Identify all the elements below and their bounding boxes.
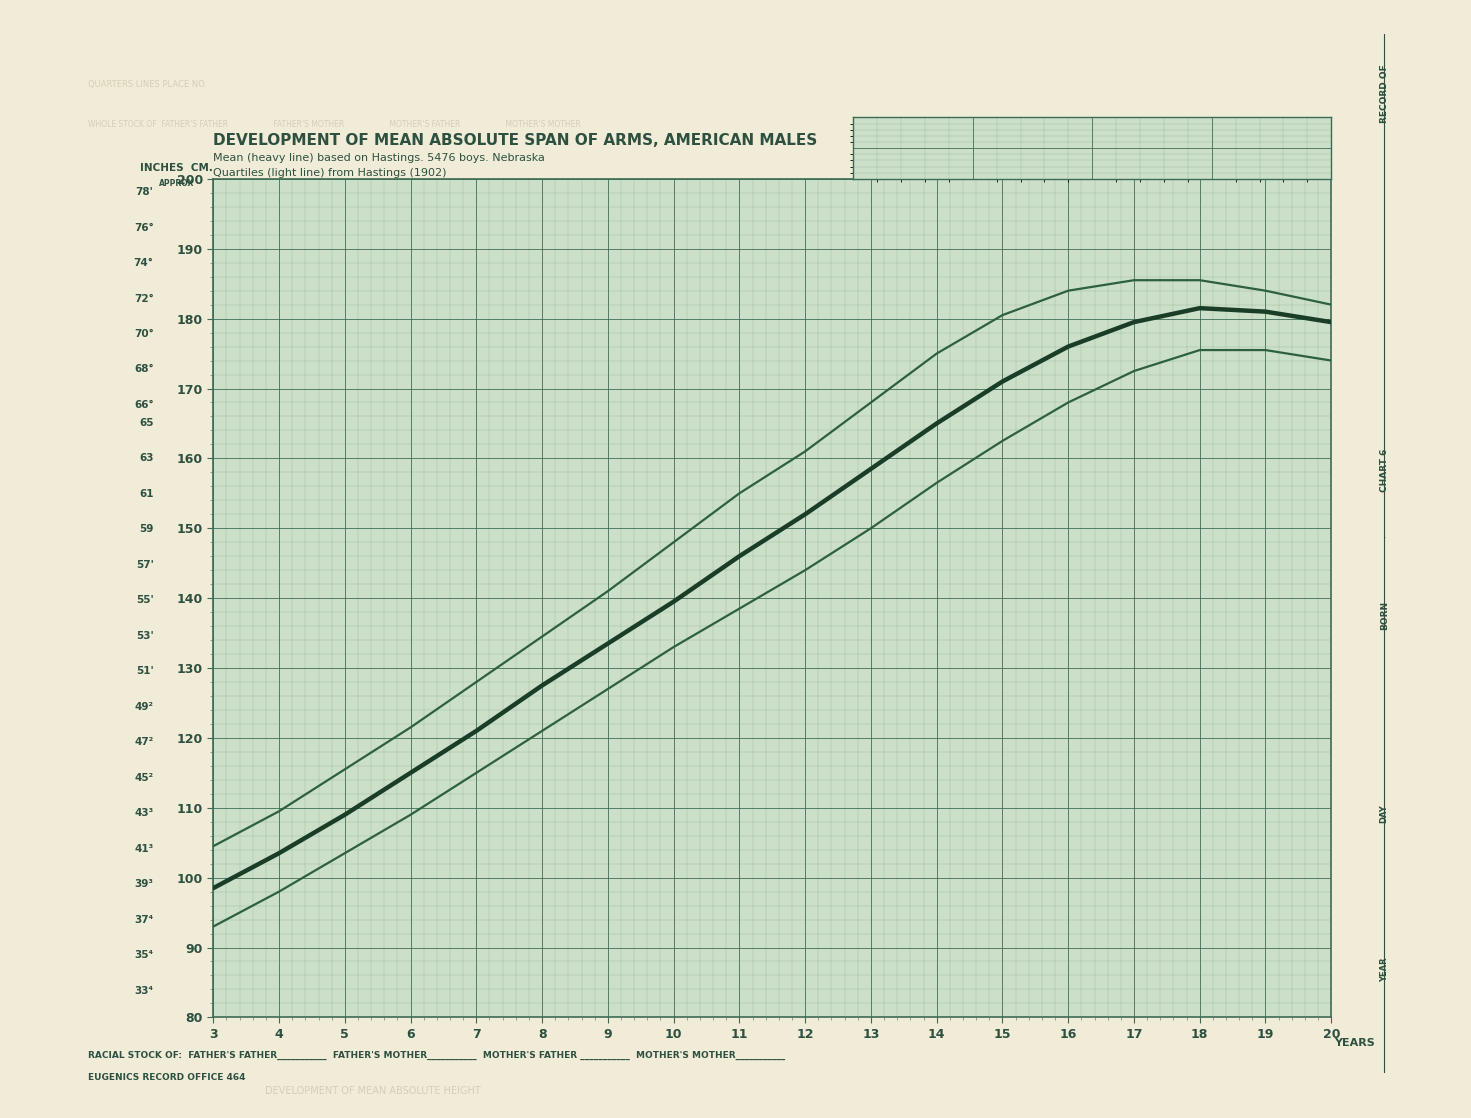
Text: 43³: 43³ [134, 808, 153, 818]
Text: 72°: 72° [134, 294, 153, 303]
Text: 57': 57' [135, 560, 153, 570]
Text: 33⁴: 33⁴ [134, 986, 153, 996]
Text: 63: 63 [140, 453, 153, 463]
Text: 61: 61 [140, 489, 153, 499]
Text: 65: 65 [140, 418, 153, 428]
Text: WHOLE STOCK OF  FATHER'S FATHER                   FATHER'S MOTHER               : WHOLE STOCK OF FATHER'S FATHER FATHER'S … [88, 120, 581, 129]
Text: APPROX: APPROX [159, 179, 194, 188]
Text: 41³: 41³ [134, 844, 153, 854]
Text: BORN: BORN [1380, 601, 1389, 631]
Text: 74°: 74° [134, 258, 153, 268]
Text: RACIAL STOCK OF:  FATHER'S FATHER___________  FATHER'S MOTHER___________  MOTHER: RACIAL STOCK OF: FATHER'S FATHER________… [88, 1051, 786, 1060]
Text: 35⁴: 35⁴ [134, 950, 153, 960]
Text: 49²: 49² [134, 702, 153, 712]
Text: 76°: 76° [134, 222, 153, 233]
Text: 45²: 45² [134, 773, 153, 783]
Text: YEAR: YEAR [1380, 957, 1389, 982]
Text: INCHES  CM.: INCHES CM. [140, 163, 213, 173]
Text: 47²: 47² [134, 737, 153, 747]
Text: 68°: 68° [134, 364, 153, 375]
Text: 70°: 70° [134, 329, 153, 339]
Text: 39³: 39³ [134, 879, 153, 889]
Text: 53': 53' [135, 631, 153, 641]
Text: 78': 78' [135, 187, 153, 197]
Text: DEVELOPMENT OF MEAN ABSOLUTE SPAN OF ARMS, AMERICAN MALES: DEVELOPMENT OF MEAN ABSOLUTE SPAN OF ARM… [213, 133, 818, 148]
Text: EUGENICS RECORD OFFICE 464: EUGENICS RECORD OFFICE 464 [88, 1073, 246, 1082]
Text: 37⁴: 37⁴ [134, 915, 153, 925]
Text: RECORD OF: RECORD OF [1380, 65, 1389, 123]
Text: 66°: 66° [134, 400, 153, 410]
Text: 55': 55' [135, 595, 153, 605]
Text: CHART 6: CHART 6 [1380, 448, 1389, 492]
Text: DEVELOPMENT OF MEAN ABSOLUTE HEIGHT: DEVELOPMENT OF MEAN ABSOLUTE HEIGHT [265, 1086, 481, 1096]
Text: Mean (heavy line) based on Hastings. 5476 boys. Nebraska: Mean (heavy line) based on Hastings. 547… [213, 153, 546, 163]
Text: Quartiles (light line) from Hastings (1902): Quartiles (light line) from Hastings (19… [213, 168, 447, 178]
Text: ·: · [1383, 533, 1386, 543]
Text: 51': 51' [135, 666, 153, 676]
Text: DAY: DAY [1380, 804, 1389, 823]
Text: 59: 59 [140, 524, 153, 534]
Text: QUARTERS LINES PLACE NO.: QUARTERS LINES PLACE NO. [88, 80, 207, 89]
Text: YEARS: YEARS [1334, 1038, 1375, 1048]
